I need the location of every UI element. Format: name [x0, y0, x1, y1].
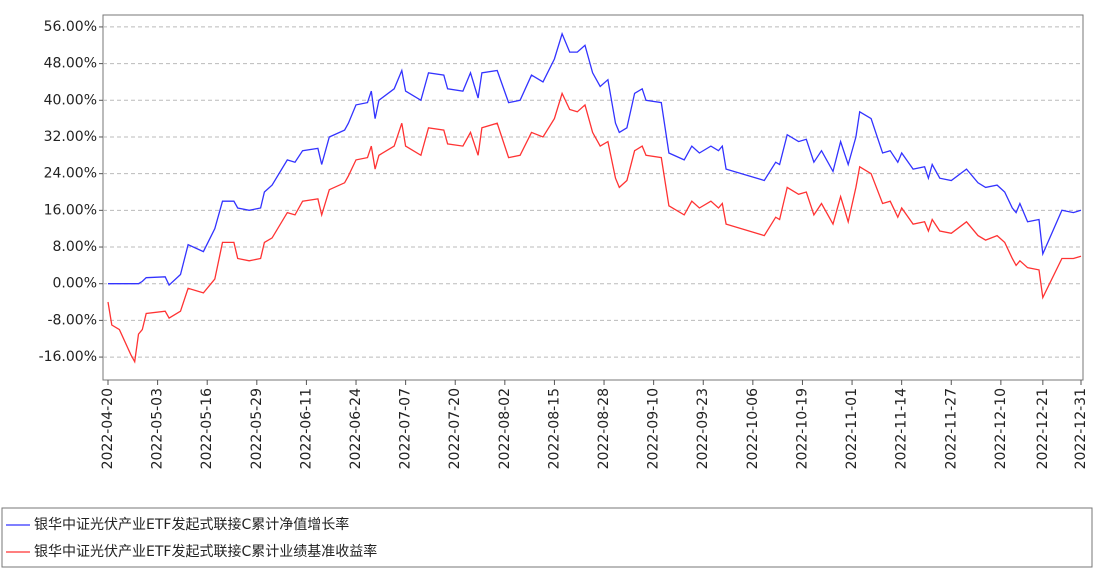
x-tick-label: 2022-07-07 — [398, 388, 414, 469]
y-tick-label: 8.00% — [53, 239, 97, 255]
y-tick-label: -8.00% — [47, 312, 97, 328]
x-tick-label: 2022-06-24 — [348, 388, 364, 469]
x-tick-label: 2022-05-16 — [199, 388, 215, 469]
x-tick-label: 2022-12-21 — [1035, 388, 1051, 469]
x-tick-label: 2022-09-23 — [695, 388, 711, 469]
x-tick-label: 2022-05-03 — [150, 388, 166, 469]
plot-frame — [102, 14, 1084, 381]
x-tick-label: 2022-04-20 — [100, 388, 116, 469]
y-tick-label: 48.00% — [44, 56, 97, 72]
legend-label: 银华中证光伏产业ETF发起式联接C累计业绩基准收益率 — [34, 543, 377, 560]
x-tick-label: 2022-05-29 — [249, 388, 265, 469]
x-tick-label: 2022-12-31 — [1073, 388, 1089, 469]
y-tick-label: 16.00% — [44, 202, 97, 218]
x-tick-label: 2022-06-11 — [298, 388, 314, 469]
x-tick-label: 2022-09-10 — [646, 388, 662, 469]
x-tick-label: 2022-08-28 — [596, 388, 612, 469]
x-tick-label: 2022-10-06 — [745, 388, 761, 469]
y-tick-label: 56.00% — [44, 19, 97, 35]
y-tick-label: 32.00% — [44, 129, 97, 145]
legend-frame — [1, 507, 1093, 568]
x-tick-label: 2022-11-01 — [844, 388, 860, 469]
x-tick-label: 2022-07-20 — [447, 388, 463, 469]
legend-label: 银华中证光伏产业ETF发起式联接C累计净值增长率 — [34, 516, 349, 533]
y-tick-label: 40.00% — [44, 92, 97, 108]
y-tick-label: 24.00% — [44, 166, 97, 182]
line-series — [107, 91, 1082, 364]
x-tick-label: 2022-08-02 — [497, 388, 513, 469]
x-tick-label: 2022-11-27 — [943, 388, 959, 469]
x-tick-label: 2022-10-19 — [794, 388, 810, 469]
x-tick-label: 2022-12-10 — [993, 388, 1009, 469]
y-tick-label: -16.00% — [39, 349, 97, 365]
line-series — [108, 31, 1082, 287]
x-tick-label: 2022-08-15 — [546, 388, 562, 469]
y-tick-label: 0.00% — [53, 276, 97, 292]
x-tick-label: 2022-11-14 — [894, 388, 910, 469]
